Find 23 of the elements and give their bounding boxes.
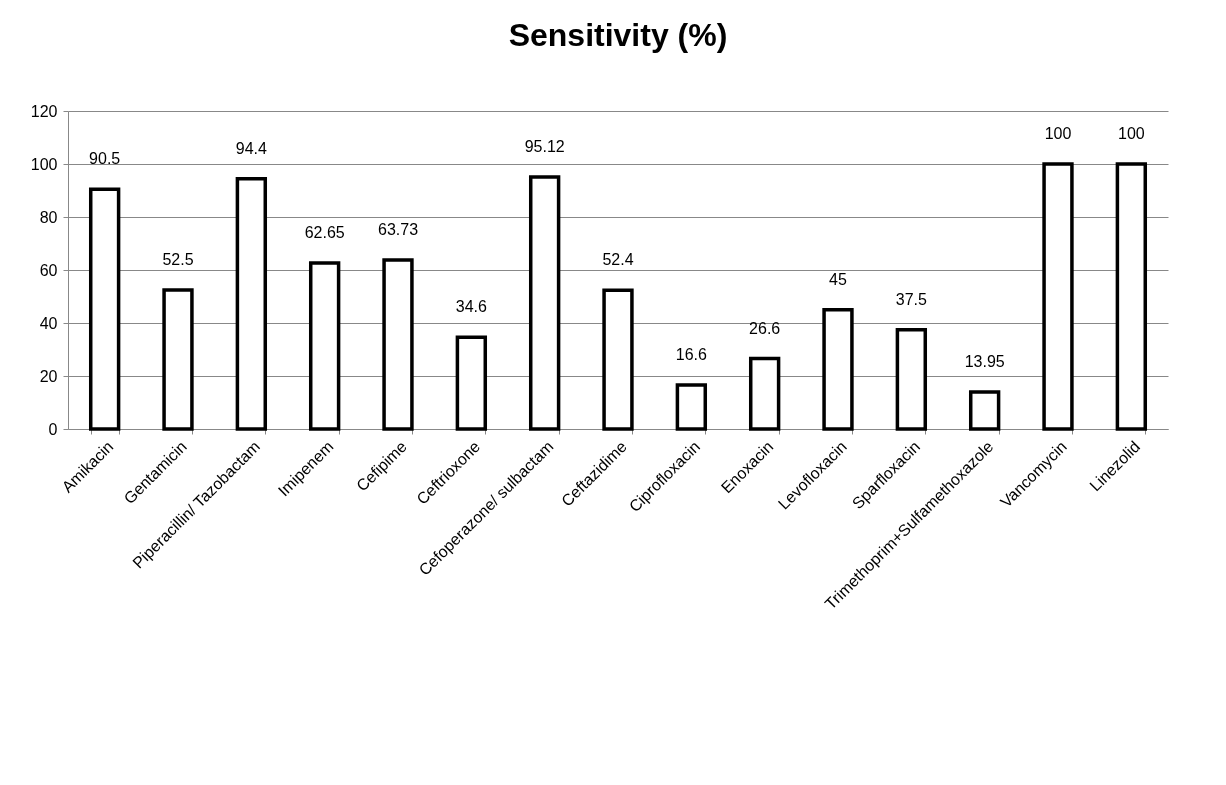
chart-title: Sensitivity (%) xyxy=(508,17,728,53)
y-tick-label: 80 xyxy=(39,208,58,226)
y-tick-label: 40 xyxy=(39,314,58,332)
data-label: 90.5 xyxy=(89,150,121,168)
y-tick-label: 20 xyxy=(39,367,58,385)
data-label: 37.5 xyxy=(895,290,928,308)
y-tick-label: 60 xyxy=(39,261,58,279)
data-label: 62.65 xyxy=(304,223,345,241)
data-label: 34.6 xyxy=(455,298,488,316)
data-label: 13.95 xyxy=(964,353,1005,371)
y-tick-label: 120 xyxy=(30,102,58,120)
data-label: 95.12 xyxy=(524,137,565,155)
data-label: 52.5 xyxy=(162,250,194,268)
data-label: 52.4 xyxy=(602,251,634,269)
data-label: 100 xyxy=(1044,125,1072,142)
data-label: 45 xyxy=(829,270,847,288)
data-label: 94.4 xyxy=(235,139,268,157)
data-label: 100 xyxy=(1117,125,1145,142)
data-label: 26.6 xyxy=(749,319,781,337)
y-tick-label: 0 xyxy=(48,420,58,438)
y-tick-label: 100 xyxy=(30,155,58,173)
data-label: 63.73 xyxy=(377,221,419,239)
data-label: 16.6 xyxy=(675,346,708,364)
